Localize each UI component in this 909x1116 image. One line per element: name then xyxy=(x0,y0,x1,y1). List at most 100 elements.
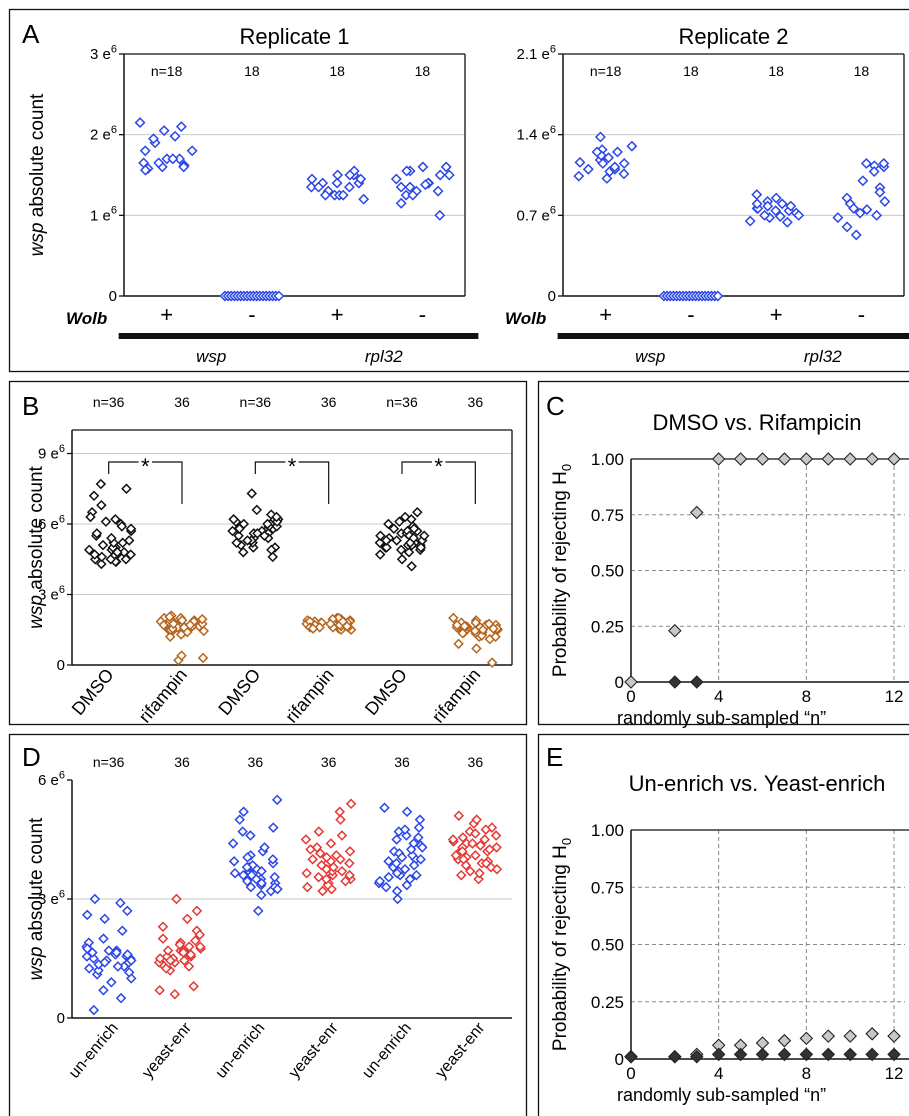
data-point xyxy=(184,619,196,631)
data-point xyxy=(770,205,782,217)
data-point xyxy=(574,156,586,168)
y-tick-label: 0.7 e6 xyxy=(517,205,557,225)
data-point xyxy=(668,623,682,638)
data-point xyxy=(417,842,428,853)
data-point xyxy=(272,883,283,895)
data-point xyxy=(182,913,193,925)
data-point xyxy=(88,1004,100,1016)
gene-bar xyxy=(289,333,479,339)
data-point xyxy=(612,146,623,158)
data-point xyxy=(440,161,452,173)
data-point xyxy=(313,181,325,193)
data-point xyxy=(383,871,394,883)
data-point xyxy=(618,158,630,169)
y-tick-label: 0 xyxy=(109,288,117,305)
data-point xyxy=(178,161,190,173)
data-point xyxy=(395,544,407,556)
data-point xyxy=(451,619,463,631)
data-point xyxy=(799,1047,814,1062)
gene-bar xyxy=(118,333,304,339)
panel-letter-e: E xyxy=(546,742,563,772)
data-point xyxy=(486,657,498,668)
data-point xyxy=(256,877,267,889)
data-point xyxy=(174,939,186,950)
data-point xyxy=(408,860,420,871)
data-point xyxy=(403,546,415,558)
data-point xyxy=(711,452,726,466)
data-point xyxy=(467,838,478,849)
data-point xyxy=(464,865,476,877)
y-tick-label: 3 e6 xyxy=(38,584,65,604)
data-point xyxy=(843,1047,857,1062)
data-point xyxy=(315,848,326,859)
wolb-sign: - xyxy=(687,302,694,327)
data-point xyxy=(843,1029,857,1043)
data-point xyxy=(799,452,814,466)
data-point xyxy=(238,869,249,881)
data-point xyxy=(246,488,258,499)
data-point xyxy=(399,824,411,835)
data-point xyxy=(176,650,187,661)
data-point xyxy=(316,860,327,871)
data-point xyxy=(197,613,208,625)
data-point xyxy=(414,814,426,825)
data-point xyxy=(597,158,609,169)
data-point xyxy=(154,953,166,964)
data-point xyxy=(269,871,280,883)
data-point xyxy=(573,170,585,182)
data-point xyxy=(887,452,901,466)
data-point xyxy=(93,965,104,976)
n-label: 36 xyxy=(248,754,264,770)
data-point xyxy=(821,1029,836,1043)
significance-star: * xyxy=(434,454,443,479)
y-tick-label: 1 e6 xyxy=(90,205,117,225)
data-point xyxy=(392,893,403,905)
data-point xyxy=(850,229,862,241)
data-point xyxy=(242,852,253,863)
y-tick-label: 6 e6 xyxy=(38,769,65,789)
data-point xyxy=(474,867,485,879)
data-point xyxy=(470,850,481,861)
y-tick-label: 1.4 e6 xyxy=(517,124,557,144)
data-point xyxy=(459,620,470,632)
data-point xyxy=(331,850,342,861)
n-label: n=36 xyxy=(93,394,125,410)
data-point xyxy=(229,867,241,879)
data-point xyxy=(96,558,107,570)
n-label: 36 xyxy=(321,754,337,770)
x-axis-label: randomly sub-sampled “n” xyxy=(617,1085,826,1105)
data-point xyxy=(198,625,210,637)
x-tick-label: 0 xyxy=(626,1064,635,1083)
data-point xyxy=(689,505,704,520)
n-label: 18 xyxy=(854,63,870,79)
data-point xyxy=(777,1047,792,1062)
n-label: n=36 xyxy=(240,394,272,410)
n-label: 18 xyxy=(329,63,345,79)
data-point xyxy=(762,200,774,212)
data-point xyxy=(158,125,170,137)
wolb-sign: - xyxy=(419,302,426,327)
data-point xyxy=(668,675,682,689)
gene-label: rpl32 xyxy=(804,347,842,366)
data-point xyxy=(165,955,176,966)
data-point xyxy=(396,553,408,565)
data-point xyxy=(95,478,107,490)
data-point xyxy=(455,869,467,881)
data-point xyxy=(89,893,101,905)
category-label: un-enrich xyxy=(66,1020,122,1082)
data-point xyxy=(190,935,201,946)
data-point xyxy=(116,521,128,532)
data-point xyxy=(401,165,413,177)
gene-label: wsp xyxy=(196,347,226,366)
data-point xyxy=(399,863,411,875)
data-point xyxy=(785,200,797,212)
data-point xyxy=(411,869,422,881)
data-point xyxy=(81,951,93,962)
data-point xyxy=(355,173,367,185)
data-point xyxy=(228,514,239,525)
data-point xyxy=(471,643,482,654)
gene-label: rpl32 xyxy=(365,347,403,366)
y-tick-label: 0.50 xyxy=(591,562,624,581)
wolb-sign: - xyxy=(858,302,865,327)
data-point xyxy=(266,544,277,556)
